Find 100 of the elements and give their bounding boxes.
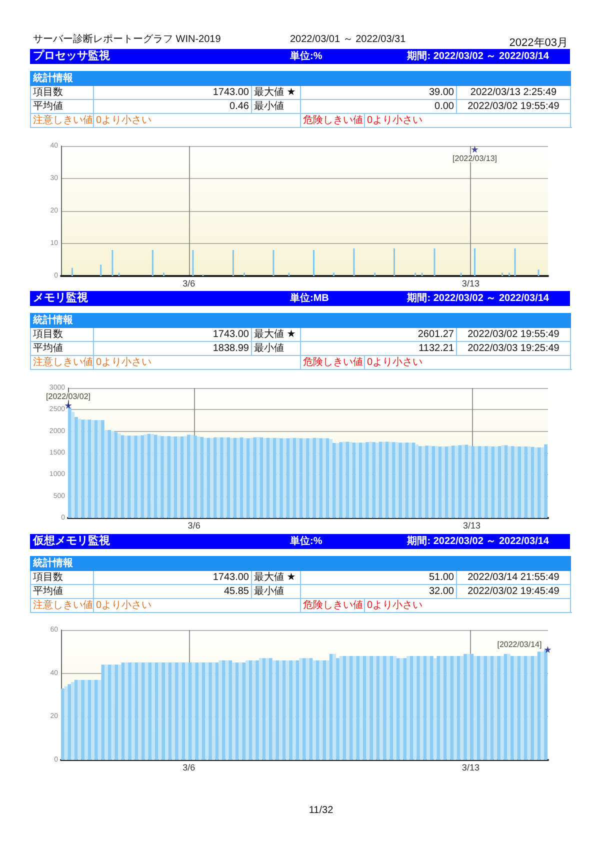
bar	[540, 652, 544, 760]
bar	[534, 656, 538, 760]
text: 危険しきい値	[303, 115, 363, 126]
text: 単位:%	[290, 534, 322, 549]
bar	[358, 442, 362, 518]
bar	[118, 434, 121, 518]
bar	[134, 436, 138, 518]
bar	[81, 420, 85, 518]
text: 危険しきい値	[303, 357, 363, 368]
bar	[84, 680, 88, 760]
bar	[138, 662, 142, 760]
bar	[339, 656, 343, 760]
bar	[497, 656, 500, 760]
bar	[167, 436, 171, 518]
bar	[266, 438, 270, 518]
bar	[61, 688, 64, 760]
bar	[415, 444, 418, 518]
bar	[312, 438, 316, 518]
bar	[356, 442, 359, 518]
text: 45.85	[224, 586, 249, 597]
bar	[392, 442, 396, 518]
text: 32.00	[428, 586, 454, 597]
text: 仮想メモリ監視	[33, 534, 110, 549]
bar	[282, 438, 286, 518]
bar	[235, 662, 239, 760]
bar	[131, 662, 135, 760]
bar	[194, 436, 197, 518]
bar	[370, 656, 373, 760]
bar	[68, 684, 72, 760]
bar	[104, 430, 108, 518]
bar	[154, 434, 158, 518]
bar	[111, 664, 115, 760]
bar	[276, 438, 280, 518]
bar	[504, 445, 508, 518]
bar	[232, 662, 236, 760]
bar	[195, 662, 199, 760]
bar	[175, 662, 178, 760]
bar	[296, 438, 300, 518]
bar	[88, 420, 92, 518]
bar	[246, 660, 249, 760]
bar	[454, 446, 458, 518]
bar	[180, 436, 184, 518]
bar	[101, 664, 105, 760]
text: 1838.99	[212, 343, 249, 354]
bar	[372, 442, 376, 518]
bar	[528, 446, 531, 518]
bar	[520, 446, 524, 518]
bar	[206, 438, 210, 518]
bar	[468, 446, 472, 518]
bar	[108, 430, 111, 518]
bar	[140, 435, 144, 518]
bar	[422, 446, 426, 518]
text: 2022/03/01 ～ 2022/03/31	[290, 33, 406, 46]
bar	[190, 434, 194, 518]
bar	[128, 436, 131, 518]
bar	[368, 442, 372, 518]
bar	[218, 660, 222, 760]
bar	[464, 444, 468, 518]
bar	[440, 656, 444, 760]
text: 統計情報	[33, 73, 73, 84]
bar	[91, 420, 94, 518]
bar	[222, 660, 226, 760]
bar	[383, 656, 386, 760]
bar	[464, 654, 467, 760]
bar	[252, 660, 256, 760]
text: 0より小さい	[96, 357, 152, 368]
bar	[360, 656, 363, 760]
text: 2022/03/03 19:25:49	[468, 343, 560, 354]
bar	[487, 656, 490, 760]
text: 平均値	[33, 586, 63, 597]
bar	[454, 656, 457, 760]
text: 単位:%	[290, 50, 322, 64]
bar	[395, 442, 399, 518]
bar	[124, 436, 128, 518]
bar	[316, 660, 320, 760]
text: 項目数	[33, 572, 63, 583]
bar	[157, 436, 161, 518]
bar	[114, 664, 118, 760]
bar	[385, 442, 389, 518]
bar	[339, 442, 342, 518]
bar	[372, 656, 376, 760]
bar	[352, 442, 356, 518]
bar	[376, 442, 379, 518]
bar	[537, 652, 541, 760]
bar	[81, 680, 84, 760]
bar	[319, 438, 323, 518]
x-tick-label: 3/13	[462, 278, 480, 288]
bar	[137, 436, 141, 518]
text: 統計情報	[33, 315, 73, 326]
x-tick-label: 3/13	[463, 520, 481, 530]
bar	[236, 438, 240, 518]
bar	[346, 656, 350, 760]
bar	[410, 656, 414, 760]
bar	[299, 438, 303, 518]
bar	[488, 446, 492, 518]
bar	[172, 662, 176, 760]
bar	[544, 650, 548, 760]
bar	[507, 654, 511, 760]
bar	[98, 420, 102, 518]
bar	[230, 438, 234, 518]
